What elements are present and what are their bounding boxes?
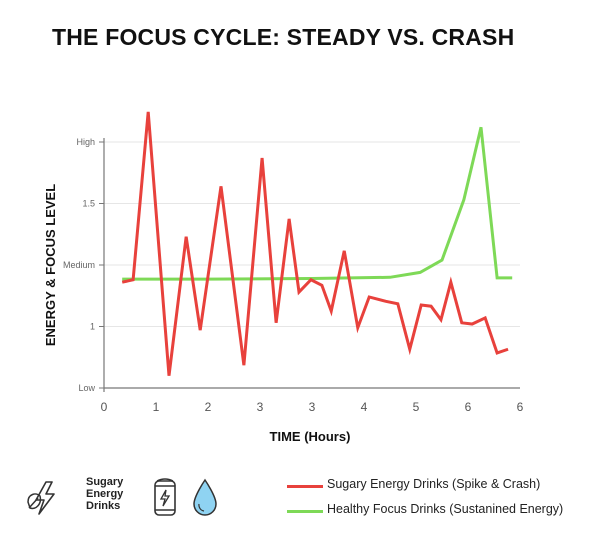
y-tick-label: Low: [78, 383, 95, 393]
x-tick-label: 3: [257, 400, 264, 414]
leaf-bolt-icon: [27, 481, 55, 515]
legend-label-sugary: Sugary Energy Drinks (Spike & Crash): [327, 477, 541, 491]
x-tick-label: 0: [101, 400, 108, 414]
legend-swatch-healthy: [287, 510, 323, 513]
x-tick-label: 3: [309, 400, 316, 414]
x-tick-label: 2: [205, 400, 212, 414]
x-tick-label: 1: [153, 400, 160, 414]
chart-title: THE FOCUS CYCLE: STEADY VS. CRASH: [52, 24, 515, 50]
icon-label: Sugary Energy Drinks: [86, 476, 124, 512]
x-tick-label: 4: [361, 400, 368, 414]
water-drop-icon: [193, 478, 217, 516]
y-tick-label: 1: [90, 322, 95, 332]
y-tick-label: High: [76, 137, 95, 147]
legend-label-healthy: Healthy Focus Drinks (Sustanined Energy): [327, 502, 564, 516]
energy-can-icon: [154, 478, 176, 516]
x-tick-label: 5: [413, 400, 420, 414]
legend-swatch-sugary: [287, 485, 323, 488]
x-axis-label: TIME (Hours): [270, 429, 351, 444]
y-tick-label: Medium: [63, 260, 95, 270]
y-tick-label: 1.5: [82, 199, 95, 209]
x-tick-label: 6: [517, 400, 524, 414]
x-tick-label: 6: [465, 400, 472, 414]
sugary-series-line: [121, 111, 509, 376]
y-axis-label: ENERGY & FOCUS LEVEL: [43, 184, 58, 346]
healthy-series-line: [122, 126, 513, 281]
